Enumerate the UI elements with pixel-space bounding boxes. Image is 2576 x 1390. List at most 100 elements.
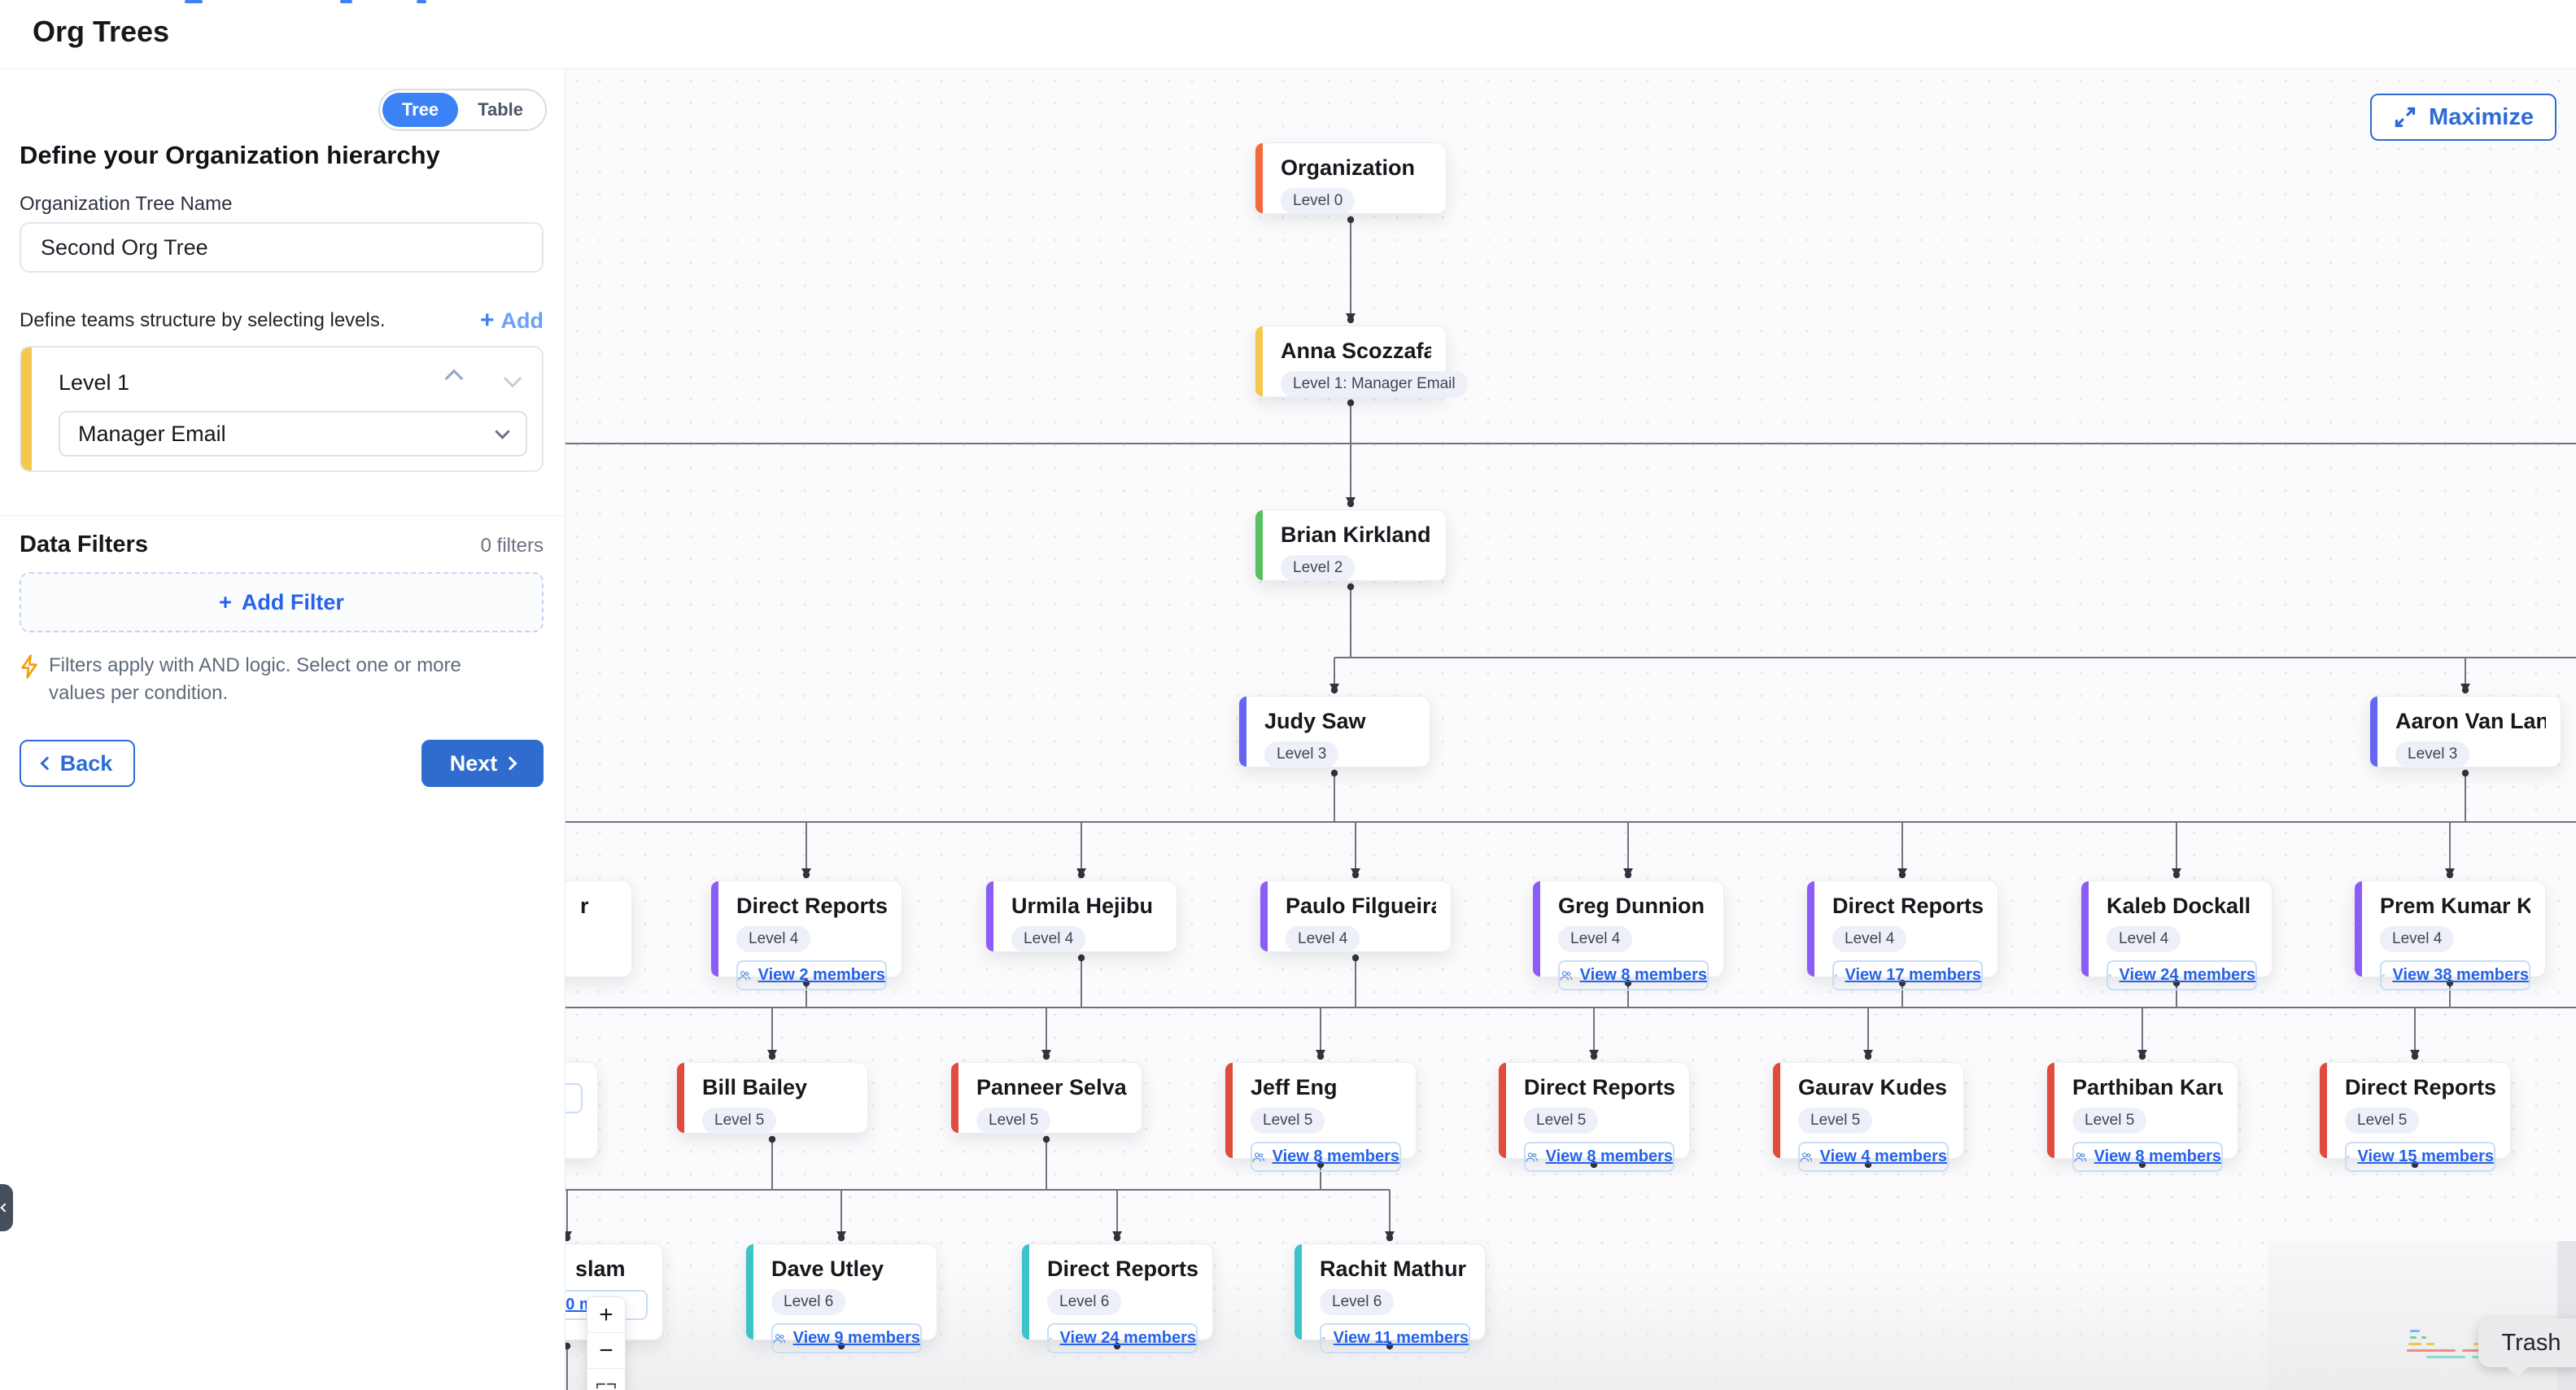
view-members-link[interactable]: View 4 members: [1798, 1142, 1949, 1172]
view-members-link[interactable]: View 9 members: [771, 1323, 922, 1353]
zoom-out-button[interactable]: −: [587, 1333, 625, 1369]
node-accent-bar: [986, 881, 993, 951]
view-members-link[interactable]: View 24 members: [2107, 960, 2257, 990]
tab-table[interactable]: Table: [478, 99, 523, 120]
org-node-judy[interactable]: Judy Saw Level 3: [1238, 696, 1430, 767]
add-level-button[interactable]: + Add: [480, 307, 544, 334]
view-members-link[interactable]: View 2 members: [736, 960, 887, 990]
org-node-dro8[interactable]: Direct Reports of ... Level 5 View 8 membe…: [1498, 1062, 1690, 1172]
view-members-link[interactable]: View 11 members: [1320, 1323, 1470, 1353]
view-members-link[interactable]: View 38 members: [2380, 960, 2530, 990]
tab-tree[interactable]: Tree: [382, 93, 459, 127]
view-members-label: View 15 members: [2357, 1147, 2494, 1165]
node-level-badge: Level 5: [702, 1108, 777, 1134]
org-node-l4p[interactable]: r: [565, 881, 632, 977]
sidebar-collapse-handle[interactable]: [0, 1184, 13, 1231]
node-accent-bar: [1295, 1244, 1302, 1340]
zoom-in-button[interactable]: +: [587, 1297, 625, 1333]
node-accent-bar: [1533, 881, 1540, 977]
add-filter-label: Add Filter: [241, 589, 344, 614]
next-button-label: Next: [449, 750, 498, 776]
breadcrumb-link-fragment: [340, 0, 352, 3]
members-icon: [773, 1333, 786, 1344]
tree-name-input[interactable]: [20, 222, 544, 273]
view-toggle: Tree Table: [378, 89, 547, 131]
members-icon: [738, 970, 751, 981]
expand-arrows-icon: [2395, 107, 2416, 128]
node-accent-bar: [1255, 143, 1263, 213]
node-level-badge: Level 5: [976, 1108, 1051, 1134]
minimap-node-mark: [2426, 1356, 2465, 1358]
org-node-panneer[interactable]: Panneer Selvam Level 5: [950, 1062, 1142, 1134]
add-filter-button[interactable]: + Add Filter: [20, 572, 544, 632]
org-node-droj[interactable]: Direct Reports of J... Level 4 View 2 memb…: [710, 881, 902, 990]
org-node-rachit[interactable]: Rachit Mathur Level 6 View 11 members: [1294, 1244, 1486, 1353]
level-field-value: Manager Email: [78, 421, 226, 446]
org-node-drop24[interactable]: Direct Reports of P... Level 6 View 24 mem…: [1021, 1244, 1213, 1353]
filters-note-text: Filters apply with AND logic. Select one…: [49, 654, 461, 704]
node-name: Parthiban Karunan...: [2072, 1075, 2223, 1099]
next-button[interactable]: Next: [421, 740, 544, 787]
org-node-prem[interactable]: Prem Kumar Kashi... Level 4 View 38 member…: [2354, 881, 2546, 990]
move-level-down-icon[interactable]: [503, 369, 522, 388]
page-header: Org Trees: [0, 0, 2576, 69]
hierarchy-sidebar: Tree Table Define your Organization hier…: [0, 69, 565, 1390]
org-node-org[interactable]: Organization Level 0: [1255, 142, 1447, 214]
members-icon: [2347, 1155, 2351, 1159]
node-name: Direct Reports of ...: [1524, 1075, 1674, 1099]
view-members-link[interactable]: View 24 members: [1047, 1323, 1198, 1353]
org-node-brian[interactable]: Brian Kirkland Level 2: [1255, 509, 1447, 581]
org-tree-canvas[interactable]: Organization Level 0 Anna Scozzafava Level …: [565, 69, 2576, 1390]
org-node-dro17[interactable]: Direct Reports of ... Level 4 View 17 memb…: [1806, 881, 1998, 990]
org-node-anna[interactable]: Anna Scozzafava Level 1: Manager Email: [1255, 326, 1468, 397]
org-node-gaurav[interactable]: Gaurav Kudesiya Level 5 View 4 members: [1772, 1062, 1964, 1172]
view-members-link[interactable]: View 17 members: [1832, 960, 1983, 990]
view-members-link[interactable]: View 15 members: [2345, 1142, 2495, 1172]
node-level-badge: Level 5: [1524, 1108, 1599, 1134]
node-accent-bar: [2320, 1063, 2327, 1158]
org-node-drop15[interactable]: Direct Reports of P... Level 5 View 15 mem…: [2319, 1062, 2511, 1172]
org-node-urmila[interactable]: Urmila Hejibu Level 4: [985, 881, 1177, 952]
org-node-l5p[interactable]: [565, 1062, 598, 1159]
node-level-badge: Level 5: [2072, 1108, 2147, 1134]
org-node-bill[interactable]: Bill Bailey Level 5: [676, 1062, 868, 1134]
view-members-label: View 8 members: [2094, 1147, 2221, 1165]
maximize-label: Maximize: [2429, 103, 2534, 130]
view-members-link[interactable]: [565, 1083, 583, 1113]
node-name: Direct Reports of J...: [736, 894, 887, 918]
teams-structure-hint: Define teams structure by selecting leve…: [20, 309, 386, 331]
trash-label: Trash: [2501, 1329, 2561, 1356]
org-node-paulo[interactable]: Paulo Filgueira Level 4: [1260, 881, 1452, 952]
view-members-label: View 11 members: [1333, 1329, 1469, 1347]
move-level-up-icon[interactable]: [444, 369, 464, 388]
org-node-kaleb[interactable]: Kaleb Dockall Level 4 View 24 members: [2080, 881, 2273, 990]
fit-view-button[interactable]: ⌐¬: [587, 1369, 625, 1390]
view-members-link[interactable]: View 8 members: [1251, 1142, 1401, 1172]
sidebar-heading: Define your Organization hierarchy: [20, 141, 440, 169]
org-node-parthiban[interactable]: Parthiban Karunan... Level 5 View 8 member…: [2046, 1062, 2238, 1172]
org-node-aaron[interactable]: Aaron Van Langen Level 3: [2369, 696, 2561, 767]
node-name: slam: [575, 1257, 626, 1281]
plus-icon: +: [479, 307, 495, 334]
node-accent-bar: [1255, 510, 1263, 580]
view-members-link[interactable]: View 8 members: [1524, 1142, 1674, 1172]
tree-name-label: Organization Tree Name: [20, 193, 233, 215]
org-node-jeff[interactable]: Jeff Eng Level 5 View 8 members: [1225, 1062, 1417, 1172]
minimap-node-mark: [2421, 1336, 2426, 1339]
members-icon: [2382, 973, 2386, 977]
filters-count-badge: 0 filters: [480, 535, 544, 557]
node-name: Brian Kirkland: [1281, 522, 1431, 547]
view-members-link[interactable]: View 8 members: [1558, 960, 1709, 990]
level-field-select[interactable]: Manager Email: [59, 411, 527, 457]
view-members-link[interactable]: View 8 members: [2072, 1142, 2223, 1172]
data-filters-title: Data Filters: [20, 531, 148, 557]
minimap[interactable]: Trash: [2268, 1241, 2576, 1390]
node-name: Anna Scozzafava: [1281, 339, 1431, 363]
org-node-greg[interactable]: Greg Dunnion Level 4 View 8 members: [1532, 881, 1724, 990]
back-button[interactable]: Back: [20, 740, 135, 787]
node-accent-bar: [711, 881, 718, 977]
org-node-dave[interactable]: Dave Utley Level 6 View 9 members: [745, 1244, 937, 1353]
maximize-button[interactable]: Maximize: [2370, 94, 2556, 141]
node-name: Rachit Mathur: [1320, 1257, 1467, 1281]
